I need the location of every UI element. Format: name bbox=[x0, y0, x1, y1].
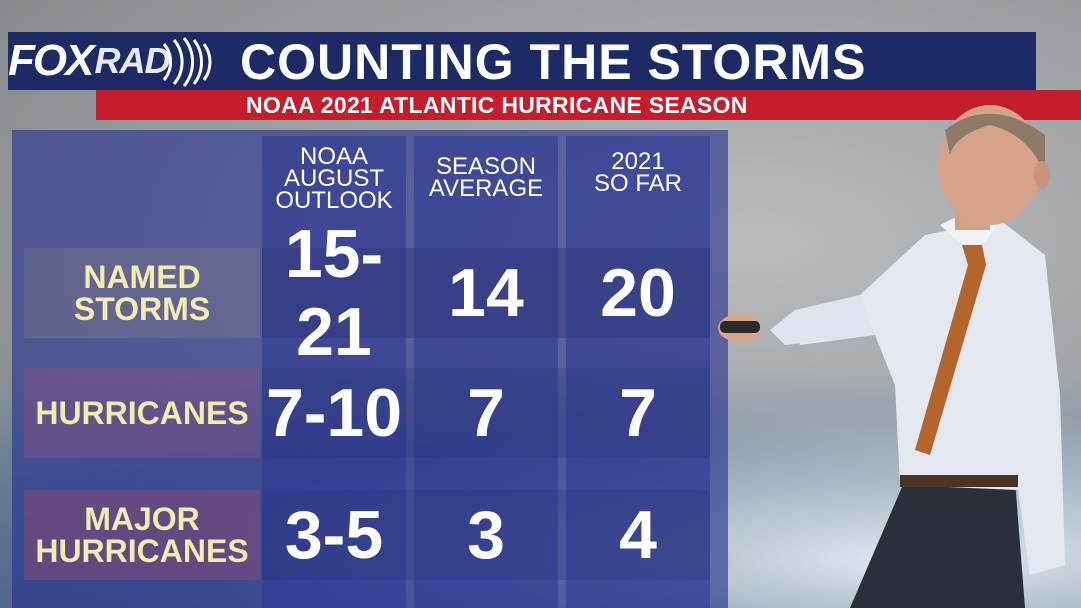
page-title: COUNTING THE STORMS bbox=[240, 34, 867, 90]
row-label-line: STORMS bbox=[73, 291, 211, 327]
column-header-line: 2021 bbox=[611, 148, 665, 175]
cell-hurricanes-outlook: 7-10 bbox=[265, 375, 403, 451]
column-header-so-far: 2021 SO FAR bbox=[566, 148, 710, 197]
column-header-line: NOAA bbox=[299, 143, 368, 170]
logo-rad-text: RAD bbox=[94, 40, 170, 81]
cell-hurricanes-so-far: 7 bbox=[619, 375, 657, 451]
row-bg-hurricane-values bbox=[262, 368, 710, 458]
column-header-line: SO FAR bbox=[593, 170, 683, 197]
column-header-line: AVERAGE bbox=[428, 175, 544, 202]
logo-fox-text: FOX bbox=[8, 36, 94, 85]
title-bar bbox=[8, 32, 1036, 90]
cell-major-average: 3 bbox=[467, 497, 505, 573]
row-label-line: HURRICANES bbox=[35, 533, 249, 569]
column-header-outlook: NOAA AUGUST OUTLOOK bbox=[262, 143, 406, 214]
page-subtitle: NOAA 2021 ATLANTIC HURRICANE SEASON bbox=[246, 92, 748, 118]
radar-waves-icon bbox=[162, 37, 212, 87]
foxrad-logo: FOX RAD bbox=[8, 34, 213, 88]
row-bg-named-values bbox=[262, 248, 710, 338]
row-label-major-hurricanes: MAJOR HURRICANES bbox=[24, 490, 260, 580]
column-bg-outlook bbox=[262, 136, 406, 608]
row-bg-major-hurricanes bbox=[24, 490, 260, 580]
cell-named-so-far: 20 bbox=[600, 255, 676, 331]
row-label-line: NAMED bbox=[83, 259, 201, 295]
subtitle-bar bbox=[96, 90, 1081, 120]
column-header-line: SEASON bbox=[435, 153, 537, 180]
presenter-figure bbox=[718, 105, 1065, 608]
column-header-line: AUGUST bbox=[283, 165, 384, 192]
cell-hurricanes-average: 7 bbox=[467, 375, 505, 451]
row-label-named-storms: NAMED STORMS bbox=[24, 248, 260, 338]
column-bg-so-far bbox=[566, 136, 710, 608]
row-bg-named-storms bbox=[24, 248, 260, 338]
cell-major-outlook: 3-5 bbox=[284, 497, 384, 573]
column-bg-average bbox=[414, 136, 558, 608]
cell-named-average: 14 bbox=[448, 255, 524, 331]
row-bg-major-values bbox=[262, 490, 710, 580]
row-label-hurricanes: HURRICANES bbox=[24, 368, 260, 458]
row-bg-hurricanes bbox=[24, 368, 260, 458]
column-header-line: OUTLOOK bbox=[275, 187, 393, 214]
column-header-average: SEASON AVERAGE bbox=[414, 153, 558, 202]
cell-named-outlook: 15-21 bbox=[284, 216, 384, 370]
row-label-line: MAJOR bbox=[84, 501, 200, 537]
cell-major-so-far: 4 bbox=[619, 497, 657, 573]
row-label-line: HURRICANES bbox=[35, 395, 249, 431]
